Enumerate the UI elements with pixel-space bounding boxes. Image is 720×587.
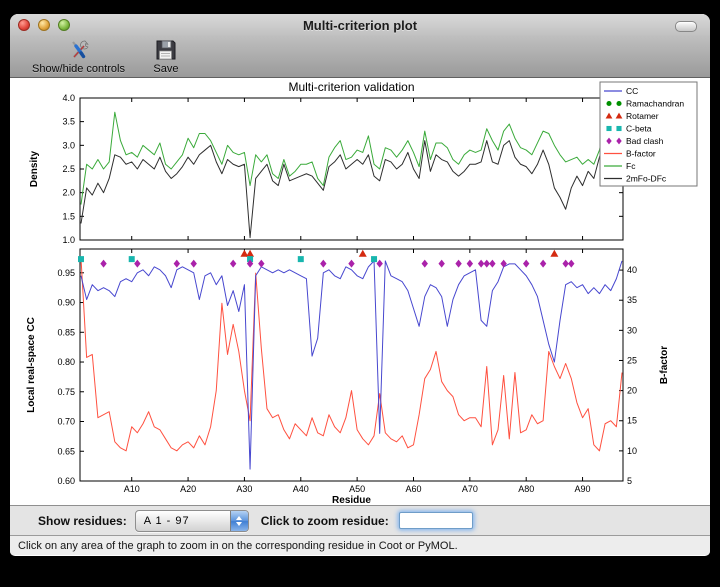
svg-text:Ramachandran: Ramachandran xyxy=(626,99,684,109)
density-panel: 1.0 1.5 2.0 2.5 3.0 3.5 4.0 Multi-criterion val… xyxy=(29,80,624,245)
svg-text:C-beta: C-beta xyxy=(626,124,652,134)
svg-text:B-factor: B-factor xyxy=(626,149,656,159)
svg-text:A70: A70 xyxy=(462,484,478,494)
residue-range-select[interactable]: A 1 - 97 xyxy=(134,509,249,532)
svg-text:40: 40 xyxy=(627,265,637,275)
maximize-button[interactable] xyxy=(58,19,70,31)
svg-text:4.0: 4.0 xyxy=(62,93,75,103)
svg-text:B-factor: B-factor xyxy=(659,346,670,384)
zoom-residue-input[interactable] xyxy=(398,512,473,529)
residue-range-value: A 1 - 97 xyxy=(143,514,190,527)
zoom-residue-label: Click to zoom residue: xyxy=(260,513,389,528)
svg-text:15: 15 xyxy=(627,416,637,426)
svg-text:10: 10 xyxy=(627,446,637,456)
svg-text:1.0: 1.0 xyxy=(62,235,75,245)
svg-text:35: 35 xyxy=(627,295,637,305)
tools-icon xyxy=(72,40,90,59)
legend: CC Ramachandran Rotamer C-beta Bad clash B-fa… xyxy=(599,81,698,187)
titlebar[interactable]: Multi-criterion plot xyxy=(10,14,710,36)
window-title: Multi-criterion plot xyxy=(302,17,418,33)
svg-text:Bad clash: Bad clash xyxy=(626,136,664,146)
svg-text:2mFo-DFc: 2mFo-DFc xyxy=(626,174,667,184)
svg-text:30: 30 xyxy=(627,325,637,335)
svg-text:A50: A50 xyxy=(349,484,365,494)
svg-text:0.95: 0.95 xyxy=(57,268,75,278)
toolbar-toggle-button[interactable] xyxy=(675,21,697,32)
multi-criterion-chart[interactable]: 1.0 1.5 2.0 2.5 3.0 3.5 4.0 Multi-criterion val… xyxy=(10,78,710,506)
svg-text:A10: A10 xyxy=(124,484,140,494)
svg-text:A40: A40 xyxy=(293,484,309,494)
svg-text:A30: A30 xyxy=(236,484,252,494)
svg-text:A90: A90 xyxy=(575,484,591,494)
controls-bar: Show residues: A 1 - 97 Click to zoom re… xyxy=(10,505,710,535)
svg-text:A60: A60 xyxy=(405,484,421,494)
status-text: Click on any area of the graph to zoom i… xyxy=(18,539,458,552)
svg-text:Multi-criterion validation: Multi-criterion validation xyxy=(288,80,414,94)
status-bar: Click on any area of the graph to zoom i… xyxy=(10,535,710,555)
svg-text:Density: Density xyxy=(29,151,40,188)
toolbar: Show/hide controls Save xyxy=(10,36,710,78)
save-icon xyxy=(156,40,176,60)
svg-text:0.90: 0.90 xyxy=(57,298,75,308)
svg-text:Local real-space CC: Local real-space CC xyxy=(26,317,37,413)
svg-text:Rotamer: Rotamer xyxy=(626,111,659,121)
svg-text:0.65: 0.65 xyxy=(57,446,75,456)
svg-text:2.5: 2.5 xyxy=(62,164,75,174)
svg-text:Residue: Residue xyxy=(332,495,371,505)
tool-label: Save xyxy=(153,63,179,75)
tool-label: Show/hide controls xyxy=(32,63,125,75)
svg-text:1.5: 1.5 xyxy=(62,211,75,221)
svg-text:0.75: 0.75 xyxy=(57,387,75,397)
cc-bfactor-panel: 0.60 0.65 0.70 0.75 0.80 0.85 0.90 0.95 5 10 15 20 2… xyxy=(26,248,670,506)
svg-text:20: 20 xyxy=(627,386,637,396)
minimize-button[interactable] xyxy=(38,19,50,31)
svg-text:Fc: Fc xyxy=(626,161,636,171)
svg-text:25: 25 xyxy=(627,355,637,365)
traffic-lights xyxy=(18,19,70,31)
svg-text:0.85: 0.85 xyxy=(57,327,75,337)
svg-text:A20: A20 xyxy=(180,484,196,494)
svg-text:2.0: 2.0 xyxy=(62,188,75,198)
stepper-arrows-icon[interactable] xyxy=(229,510,248,531)
show-hide-controls-button[interactable]: Show/hide controls xyxy=(32,38,125,77)
svg-text:0.60: 0.60 xyxy=(57,476,75,486)
svg-text:3.0: 3.0 xyxy=(62,140,75,150)
window: Multi-criterion plot Show/hide controls xyxy=(10,14,710,556)
svg-text:A80: A80 xyxy=(518,484,534,494)
close-button[interactable] xyxy=(18,19,30,31)
save-button[interactable]: Save xyxy=(153,38,179,77)
plot-canvas[interactable]: 1.0 1.5 2.0 2.5 3.0 3.5 4.0 Multi-criterion val… xyxy=(10,78,710,506)
svg-text:5: 5 xyxy=(627,476,632,486)
svg-text:CC: CC xyxy=(626,86,638,96)
show-residues-label: Show residues: xyxy=(38,513,127,528)
svg-text:0.70: 0.70 xyxy=(57,417,75,427)
svg-text:3.5: 3.5 xyxy=(62,117,75,127)
svg-text:0.80: 0.80 xyxy=(57,357,75,367)
